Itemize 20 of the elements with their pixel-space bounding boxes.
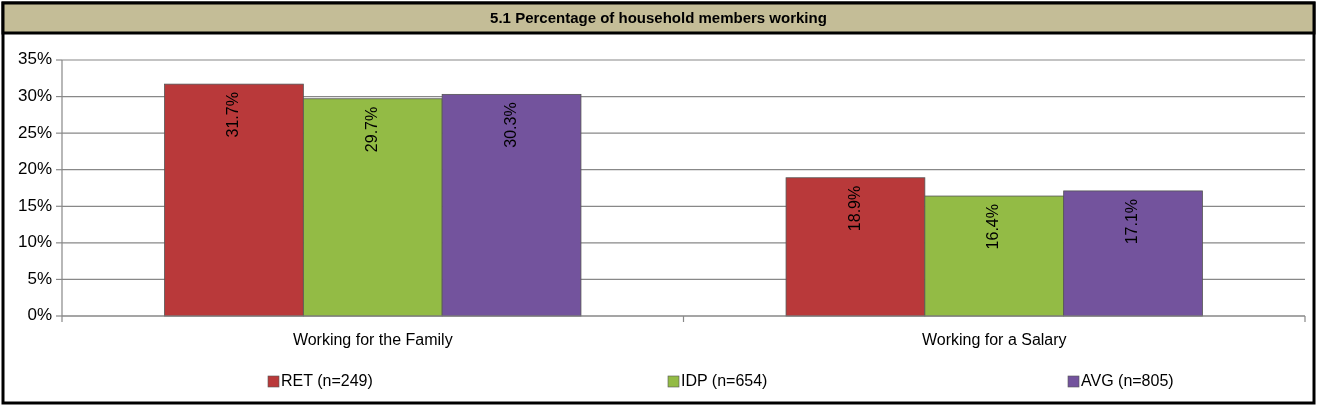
data-label: 17.1% xyxy=(1123,198,1141,245)
data-label: 16.4% xyxy=(984,204,1002,250)
x-tick-label: Working for the Family xyxy=(292,331,453,349)
chart-title: 5.1 Percentage of household members working xyxy=(490,8,827,26)
data-label: 30.3% xyxy=(501,102,519,148)
y-tick-label: 0% xyxy=(27,305,52,325)
data-label: 31.7% xyxy=(224,92,242,138)
y-tick-label: 30% xyxy=(17,86,52,106)
y-tick-label: 20% xyxy=(17,159,52,179)
y-tick-label: 10% xyxy=(17,232,52,252)
y-tick-label: 25% xyxy=(17,122,52,142)
y-tick-label: 15% xyxy=(17,195,52,215)
y-tick-label: 5% xyxy=(27,268,52,288)
legend-label: RET (n=249) xyxy=(281,372,373,390)
legend-label: IDP (n=654) xyxy=(681,372,768,390)
x-tick-label: Working for a Salary xyxy=(921,331,1067,349)
legend-label: AVG (n=805) xyxy=(1081,372,1174,390)
data-label: 18.9% xyxy=(845,185,863,232)
data-label: 29.7% xyxy=(362,106,380,153)
y-tick-label: 35% xyxy=(17,49,52,69)
